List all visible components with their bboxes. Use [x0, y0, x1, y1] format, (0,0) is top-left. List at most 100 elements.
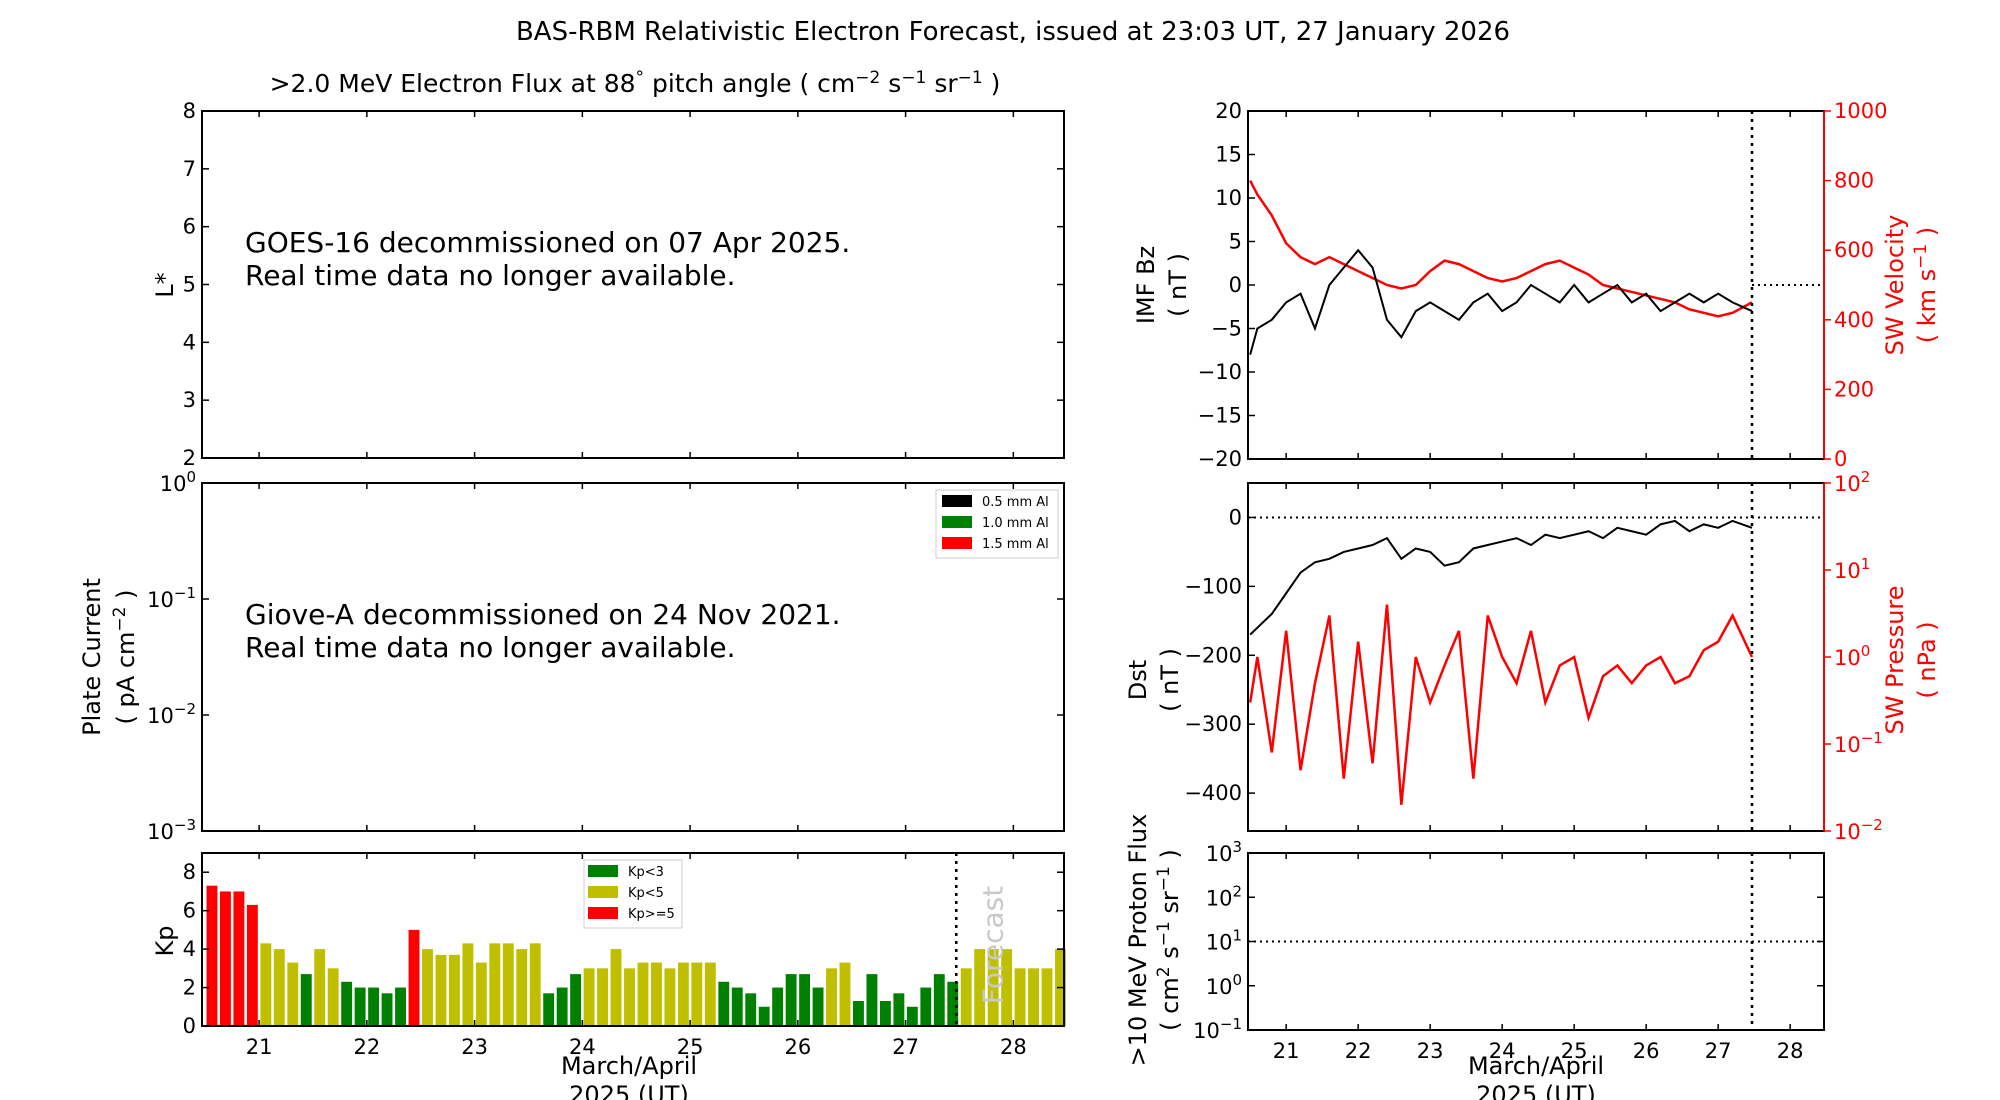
kp-bar: [826, 968, 837, 1026]
y-tick-label: 15: [1215, 143, 1242, 167]
x-tick-label: 25: [1561, 1039, 1588, 1063]
kp-bar: [799, 974, 811, 1026]
kp-bar: [556, 987, 568, 1026]
y2-tick-label: 101: [1834, 555, 1870, 583]
legend-swatch-1: [942, 516, 972, 528]
legend-entry-0: 0.5 mm Al: [982, 495, 1049, 510]
y2-tick-label: 100: [1834, 642, 1870, 670]
kp-bar: [516, 949, 528, 1026]
x-tick-label: 28: [1000, 1035, 1027, 1059]
legend-entry-1: 1.0 mm Al: [982, 516, 1049, 531]
plate-current-ylabel-units: ( pA cm−2 ): [110, 590, 140, 725]
y-tick-label: −300: [1184, 712, 1242, 736]
kp-bar: [570, 974, 582, 1026]
x-tick-label: 22: [1345, 1039, 1372, 1063]
plate-current-panel: 10−3 10−2 10−1 100 Plate Current ( pA cm−2 …: [78, 468, 1065, 844]
x-tick-label: 27: [892, 1035, 919, 1059]
kp-bar: [974, 949, 986, 1026]
kp-bar: [758, 1006, 770, 1026]
kp-bar: [422, 949, 433, 1026]
kp-bar: [906, 1006, 918, 1026]
kp-bar: [624, 968, 635, 1026]
kp-bar: [947, 981, 959, 1026]
legend-swatch-0: [942, 495, 972, 507]
y-tick-label: 5: [1229, 230, 1242, 254]
imf-ylabel-units: ( nT ): [1164, 253, 1192, 317]
kp-bar: [731, 987, 743, 1026]
dst-ylabel: Dst: [1124, 660, 1152, 700]
y-tick-label: −200: [1184, 643, 1242, 667]
proton-ylabel-units: ( cm2 s−1 sr−1 ): [1154, 849, 1184, 1031]
kp-bar: [246, 904, 258, 1026]
kp-axes: [201, 852, 1065, 1027]
kp-bar: [381, 993, 393, 1026]
kp-bar: [260, 943, 272, 1026]
y-tick-label: 6: [183, 899, 196, 923]
kp-legend-entry-1: Kp<5: [628, 886, 664, 901]
imf-sw-panel: −20 −15 −10 −5 0 5 10 15 20 0 200 400 600 800 1000 IM…: [1132, 99, 1941, 471]
x-tick-label: 23: [1417, 1039, 1444, 1063]
x-tick-label: 27: [1705, 1039, 1732, 1063]
figure-title: BAS-RBM Relativistic Electron Forecast, …: [516, 17, 1510, 47]
kp-bar: [839, 962, 851, 1026]
x-tick-label: 24: [569, 1035, 596, 1059]
y-tick-label: 0: [1229, 273, 1242, 297]
y-tick-label: 3: [183, 388, 196, 412]
kp-legend: Kp<3 Kp<5 Kp>=5: [583, 859, 683, 929]
y-tick-label: 7: [183, 157, 196, 181]
y2-tick-label: 400: [1834, 308, 1874, 332]
kp-bar: [772, 987, 784, 1026]
kp-bar: [920, 987, 932, 1026]
kp-bar: [1041, 968, 1053, 1026]
plate-current-legend: 0.5 mm Al 1.0 mm Al 1.5 mm Al: [935, 489, 1059, 559]
kp-bar: [502, 943, 514, 1026]
proton-xlabel: March/April 2025 (UT): [1468, 1052, 1604, 1100]
x-tick-label: 25: [677, 1035, 704, 1059]
y-tick-label: 10: [1215, 186, 1242, 210]
y-tick-label: −100: [1184, 574, 1242, 598]
kp-bar: [529, 943, 541, 1026]
kp-legend-swatch-2: [588, 907, 618, 919]
kp-bar: [543, 993, 555, 1026]
kp-bar: [368, 987, 380, 1026]
plate-current-message: Giove-A decommissioned on 24 Nov 2021. Re…: [245, 598, 841, 664]
kp-bar: [1028, 968, 1040, 1026]
y-tick-label: −5: [1211, 317, 1242, 341]
kp-legend-entry-2: Kp>=5: [628, 907, 675, 922]
y-tick-label: −20: [1198, 447, 1242, 471]
dst-line: [1249, 519, 1753, 636]
sw-pressure-line: [1248, 604, 1754, 805]
kp-bar: [812, 987, 824, 1026]
sw-velocity-ylabel-units: ( km s−1 ): [1911, 227, 1941, 343]
x-tick-label: 24: [1489, 1039, 1516, 1063]
y-tick-label: −400: [1184, 781, 1242, 805]
kp-bar: [933, 974, 945, 1026]
imf-ylabel: IMF Bz: [1132, 246, 1160, 324]
plate-current-ylabel: Plate Current: [78, 578, 106, 736]
kp-bar: [745, 993, 757, 1026]
y-tick-label: 6: [183, 215, 196, 239]
kp-bar: [610, 949, 622, 1026]
kp-bar: [1014, 968, 1026, 1026]
kp-bar: [300, 974, 312, 1026]
kp-bar: [785, 974, 797, 1026]
kp-bar: [866, 974, 878, 1026]
kp-bar: [395, 987, 406, 1026]
kp-bar: [448, 954, 460, 1026]
y-tick-label: 0: [1229, 505, 1242, 529]
y2-tick-label: 800: [1834, 169, 1874, 193]
y-tick-label: 10−1: [147, 584, 196, 612]
x-tick-label: 23: [461, 1035, 488, 1059]
sw-pressure-ylabel: SW Pressure: [1881, 585, 1909, 734]
y-tick-label: 10−3: [147, 816, 196, 844]
kp-legend-swatch-1: [588, 886, 618, 898]
kp-xlabel: March/April 2025 (UT): [561, 1052, 697, 1100]
kp-bar: [1001, 949, 1013, 1026]
kp-bar: [691, 962, 703, 1026]
kp-bar: [408, 929, 420, 1026]
kp-bar: [597, 968, 609, 1026]
x-tick-label: 22: [353, 1035, 380, 1059]
kp-bar: [718, 981, 730, 1026]
kp-bar: [583, 968, 595, 1026]
